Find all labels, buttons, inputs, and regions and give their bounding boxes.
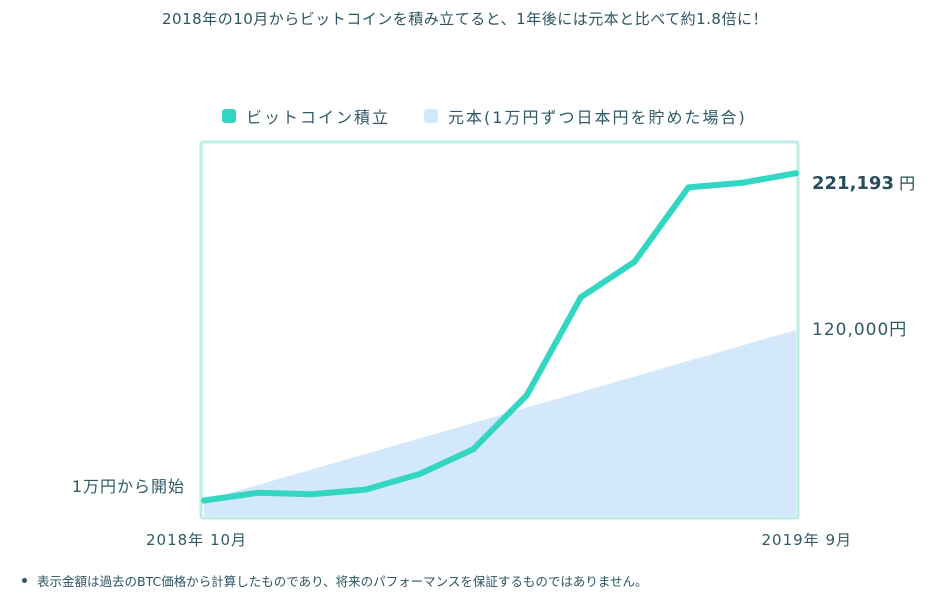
- btc-point: [254, 489, 261, 496]
- annotation-btc-final-value: 221,193: [812, 173, 894, 194]
- btc-point: [685, 184, 692, 191]
- legend-label-principal: 元本(1万円ずつ日本円を貯めた場合): [448, 108, 747, 127]
- legend: ビットコイン積立 元本(1万円ずつ日本円を貯めた場合): [222, 104, 781, 128]
- btc-point: [470, 446, 477, 453]
- btc-point: [523, 392, 530, 399]
- btc-point: [308, 491, 315, 498]
- btc-point: [577, 294, 584, 301]
- plot-frame: [199, 140, 800, 520]
- btc-point: [201, 497, 207, 504]
- footnote-bullet-icon: [22, 578, 27, 583]
- btc-point: [416, 471, 423, 478]
- btc-line: [201, 170, 799, 504]
- annotation-btc-final: 221,193 円: [812, 173, 915, 194]
- footnote-text: 表示金額は過去のBTC価格から計算したものであり、将来のパフォーマンスを保証する…: [37, 574, 648, 589]
- legend-swatch-principal: [424, 109, 439, 123]
- btc-point: [793, 170, 799, 177]
- annotation-btc-final-unit: 円: [899, 174, 915, 193]
- btc-point: [631, 258, 638, 265]
- annotation-principal-final: 120,000円: [812, 320, 907, 340]
- legend-item-btc: ビットコイン積立: [222, 104, 390, 128]
- btc-point: [362, 486, 369, 493]
- legend-item-principal: 元本(1万円ずつ日本円を貯めた場合): [424, 104, 747, 128]
- footnote: 表示金額は過去のBTC価格から計算したものであり、将来のパフォーマンスを保証する…: [22, 571, 647, 590]
- legend-label-btc: ビットコイン積立: [246, 108, 391, 127]
- annotation-start: 1万円から開始: [72, 477, 185, 496]
- x-tick-start: 2018年 10月: [146, 531, 247, 549]
- x-tick-end: 2019年 9月: [762, 531, 853, 549]
- legend-swatch-btc: [222, 109, 236, 123]
- btc-point: [739, 179, 746, 186]
- headline: 2018年の10月からビットコインを積み立てると、1年後には元本と比べて約1.8…: [162, 10, 768, 28]
